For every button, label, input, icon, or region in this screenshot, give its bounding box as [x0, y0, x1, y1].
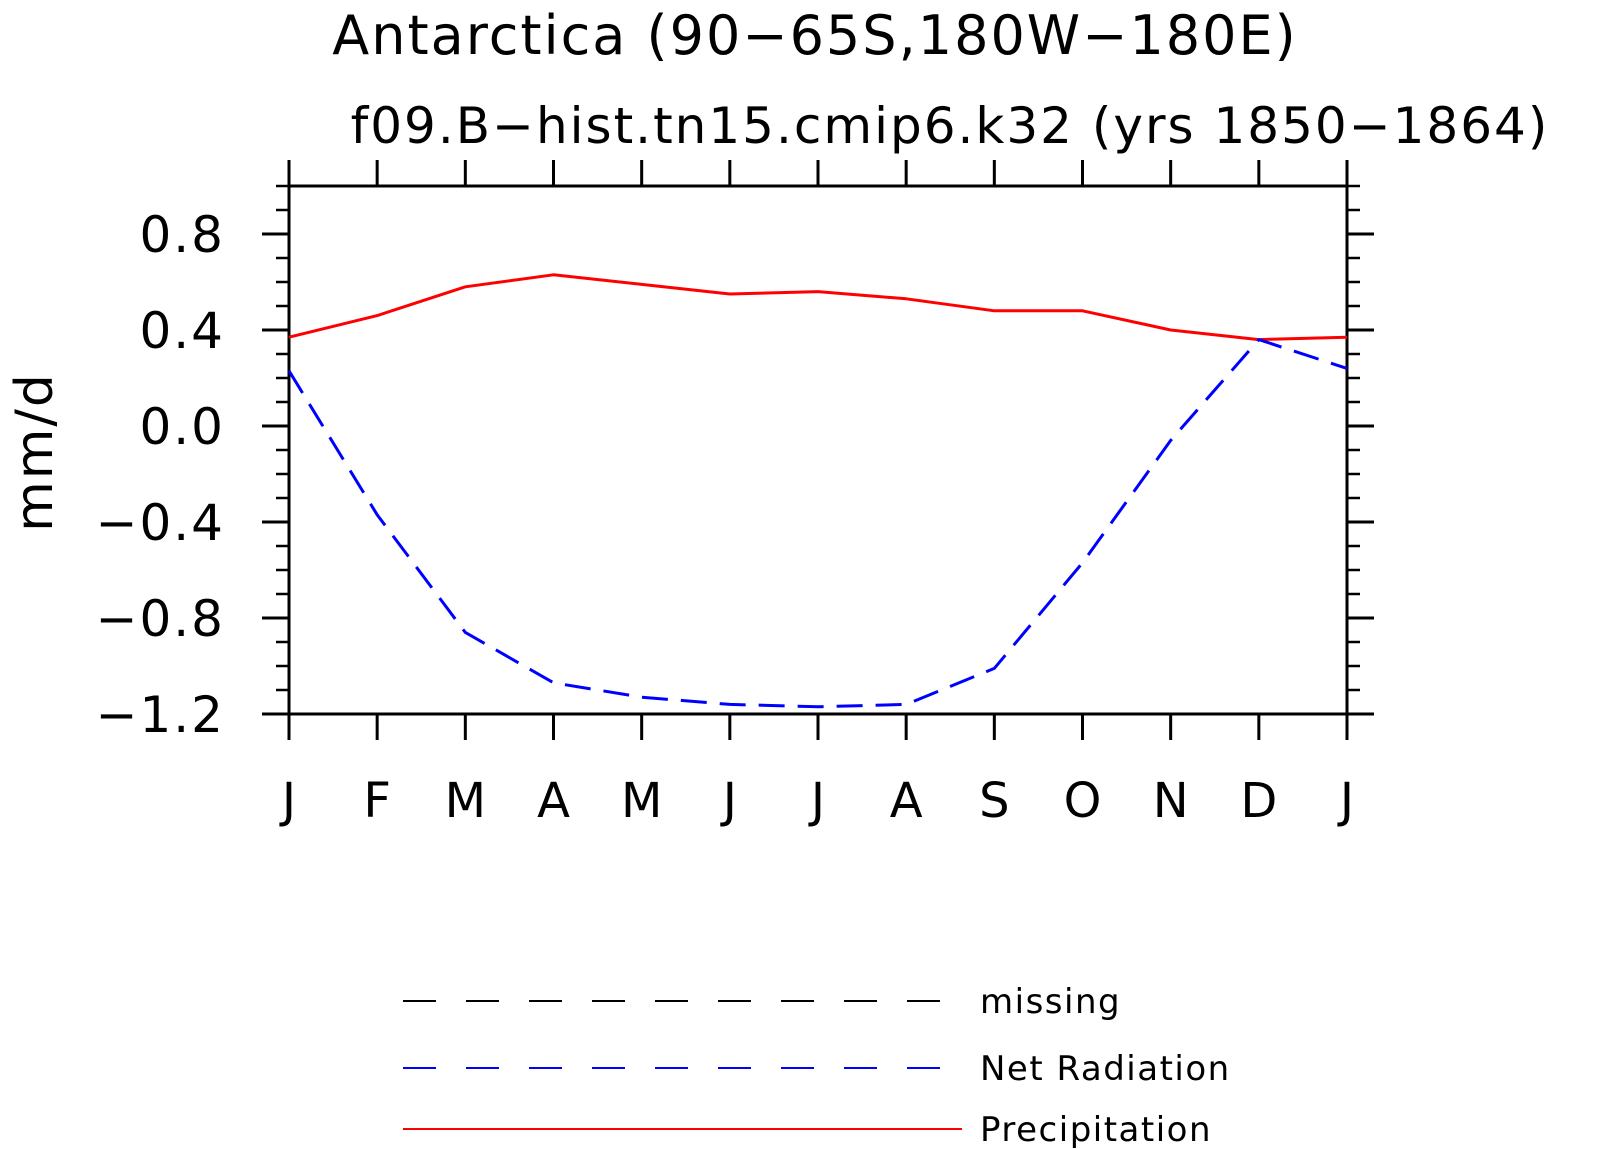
x-tick-label: J — [279, 773, 296, 829]
legend-label-precipitation: Precipitation — [980, 1110, 1212, 1149]
chart-title: Antarctica (90−65S,180W−180E) — [332, 4, 1297, 67]
x-tick-label: O — [1064, 773, 1102, 829]
legend-label-missing: missing — [980, 982, 1121, 1022]
legend: missing Net Radiation Precipitation — [403, 982, 1231, 1149]
chart-subtitle: f09.B−hist.tn15.cmip6.k32 (yrs 1850−1864… — [351, 97, 1550, 155]
series-line-net-radiation — [287, 338, 1348, 709]
x-tick-label: J — [1337, 773, 1354, 829]
x-tick-label: M — [621, 773, 662, 829]
x-tick-label: S — [979, 773, 1009, 829]
y-tick-label: 0.8 — [139, 206, 225, 264]
x-tick-label: F — [363, 773, 391, 829]
x-tick-label: J — [808, 773, 825, 829]
y-tick-label: −1.2 — [96, 686, 225, 744]
y-tick-label: −0.8 — [96, 590, 225, 648]
x-tick-label: D — [1240, 773, 1277, 829]
y-tick-label: −0.4 — [96, 494, 225, 552]
x-tick-label: J — [720, 773, 737, 829]
plot-frame — [287, 184, 1349, 716]
y-tick-label: 0.4 — [139, 302, 225, 360]
x-tick-label: N — [1153, 773, 1189, 829]
x-tick-label: A — [890, 773, 923, 829]
plot-area: J F M A M J J A S O N D J0.80.40.0−0.4−0.8−1.2 — [96, 160, 1374, 829]
x-tick-label: A — [537, 773, 570, 829]
x-tick-label: M — [445, 773, 486, 829]
y-axis-label: mm/d — [5, 372, 65, 532]
y-tick-label: 0.0 — [139, 398, 225, 456]
legend-label-net-radiation: Net Radiation — [980, 1049, 1231, 1089]
series-line-precipitation — [288, 273, 1348, 342]
